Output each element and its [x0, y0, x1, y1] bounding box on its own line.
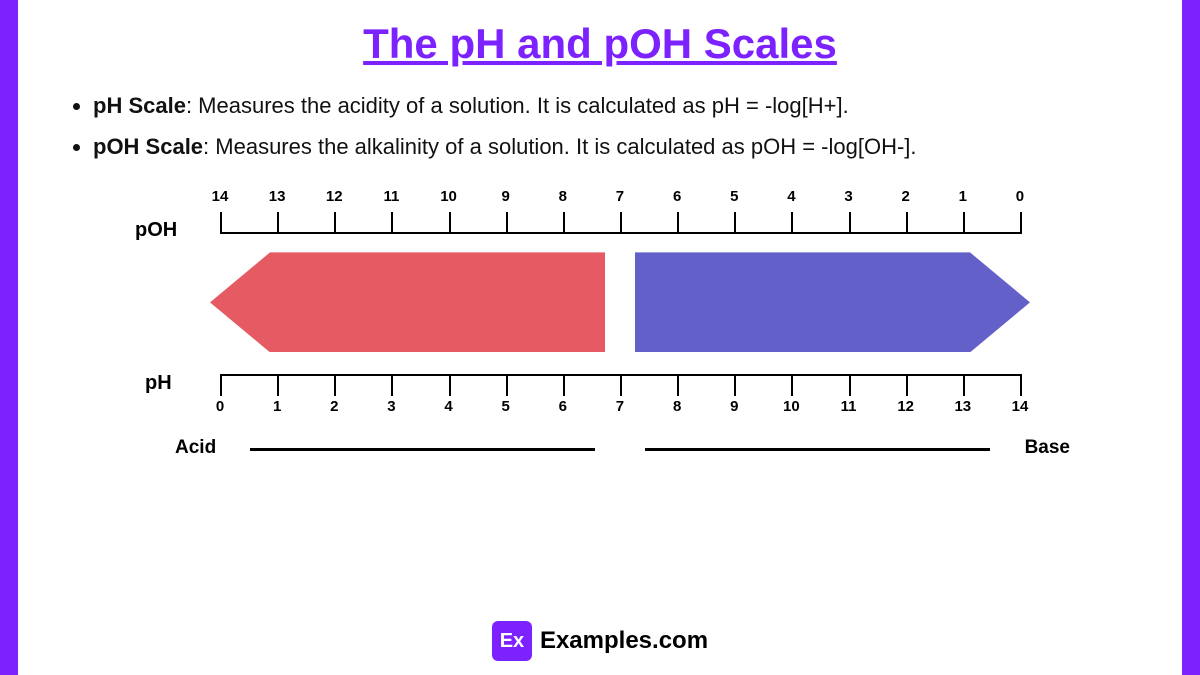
acid-arrow — [210, 252, 605, 352]
base-arrow — [635, 252, 1030, 352]
ph-tick — [620, 374, 622, 396]
poh-tick — [220, 212, 222, 234]
poh-tick — [791, 212, 793, 234]
bullet-ph-term: pH Scale — [93, 93, 186, 118]
ph-tick — [334, 374, 336, 396]
frame: The pH and pOH Scales pH Scale: Measures… — [0, 0, 1200, 675]
footer: Ex Examples.com — [18, 621, 1182, 661]
ph-tick — [220, 374, 222, 396]
poh-tick-label: 13 — [262, 188, 292, 205]
ph-tick-label: 8 — [662, 398, 692, 415]
poh-tick — [1020, 212, 1022, 234]
bullet-poh-desc: : Measures the alkalinity of a solution.… — [203, 134, 917, 159]
poh-tick-label: 8 — [548, 188, 578, 205]
ph-tick — [449, 374, 451, 396]
ph-tick-label: 12 — [891, 398, 921, 415]
arrows-container — [220, 252, 1020, 357]
poh-tick — [906, 212, 908, 234]
ph-tick-label: 5 — [491, 398, 521, 415]
poh-tick-label: 11 — [376, 188, 406, 205]
base-line — [645, 448, 990, 451]
poh-tick-label: 0 — [1005, 188, 1035, 205]
poh-tick-label: 12 — [319, 188, 349, 205]
poh-tick-label: 6 — [662, 188, 692, 205]
poh-tick — [391, 212, 393, 234]
poh-tick — [963, 212, 965, 234]
ph-tick — [391, 374, 393, 396]
logo-icon: Ex — [492, 621, 532, 661]
ph-tick — [791, 374, 793, 396]
poh-tick-label: 4 — [776, 188, 806, 205]
poh-tick — [734, 212, 736, 234]
acid-line — [250, 448, 595, 451]
ph-tick-label: 0 — [205, 398, 235, 415]
bullet-ph: pH Scale: Measures the acidity of a solu… — [93, 88, 1142, 123]
poh-tick-label: 2 — [891, 188, 921, 205]
ph-tick-label: 9 — [719, 398, 749, 415]
ph-tick — [506, 374, 508, 396]
ph-tick — [563, 374, 565, 396]
poh-tick — [506, 212, 508, 234]
ph-tick-label: 6 — [548, 398, 578, 415]
ph-tick-label: 3 — [376, 398, 406, 415]
ph-tick — [906, 374, 908, 396]
poh-tick-label: 14 — [205, 188, 235, 205]
base-label: Base — [1025, 437, 1070, 459]
ph-tick-label: 4 — [434, 398, 464, 415]
bullet-poh-term: pOH Scale — [93, 134, 203, 159]
poh-tick — [449, 212, 451, 234]
ph-tick-label: 1 — [262, 398, 292, 415]
poh-tick — [620, 212, 622, 234]
ph-tick — [1020, 374, 1022, 396]
ph-tick — [734, 374, 736, 396]
poh-axis-label: pOH — [135, 219, 177, 242]
ph-axis-label: pH — [145, 372, 172, 395]
poh-tick — [849, 212, 851, 234]
poh-tick-label: 5 — [719, 188, 749, 205]
poh-tick — [277, 212, 279, 234]
page-title: The pH and pOH Scales — [58, 20, 1142, 68]
poh-tick — [677, 212, 679, 234]
bullet-ph-desc: : Measures the acidity of a solution. It… — [186, 93, 849, 118]
footer-site-text: Examples.com — [540, 627, 708, 655]
ph-tick-label: 2 — [319, 398, 349, 415]
acid-label: Acid — [175, 437, 216, 459]
poh-tick-label: 9 — [491, 188, 521, 205]
ph-tick-label: 7 — [605, 398, 635, 415]
ph-tick-label: 11 — [834, 398, 864, 415]
poh-tick — [563, 212, 565, 234]
poh-tick-label: 10 — [434, 188, 464, 205]
scale-diagram: pOH pH 14131211109876543210 012345678910… — [150, 184, 1050, 504]
ph-tick-label: 14 — [1005, 398, 1035, 415]
poh-tick-label: 3 — [834, 188, 864, 205]
bullet-poh: pOH Scale: Measures the alkalinity of a … — [93, 129, 1142, 164]
ph-tick — [277, 374, 279, 396]
poh-tick — [334, 212, 336, 234]
ph-tick — [963, 374, 965, 396]
poh-tick-label: 1 — [948, 188, 978, 205]
poh-tick-label: 7 — [605, 188, 635, 205]
definition-list: pH Scale: Measures the acidity of a solu… — [93, 88, 1142, 164]
ph-tick — [677, 374, 679, 396]
ph-tick-label: 10 — [776, 398, 806, 415]
ph-tick-label: 13 — [948, 398, 978, 415]
ph-tick — [849, 374, 851, 396]
